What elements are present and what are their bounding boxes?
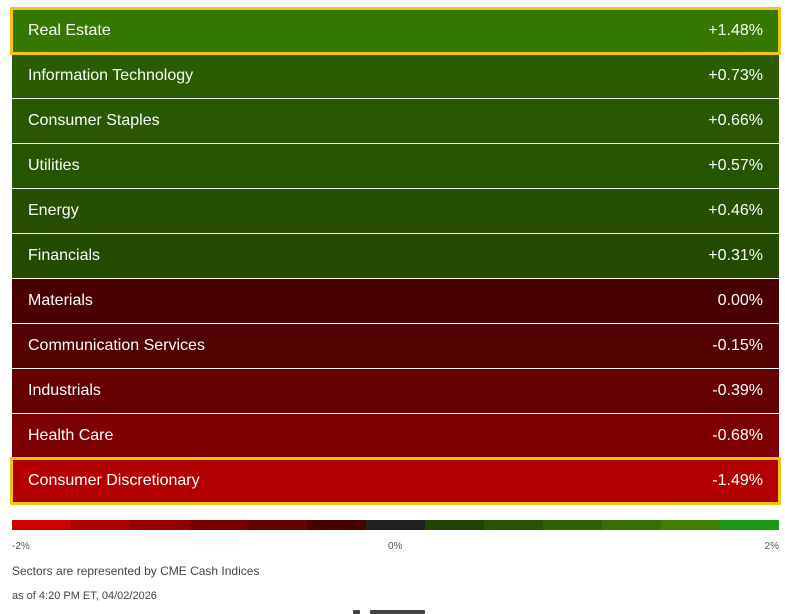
sector-change: +0.31% [708, 247, 763, 264]
sector-change: -0.68% [712, 427, 763, 444]
sector-row[interactable]: Consumer Staples +0.66% [12, 99, 779, 143]
sector-name: Information Technology [28, 67, 194, 84]
sector-row[interactable]: Financials +0.31% [12, 234, 779, 278]
sector-row[interactable]: Communication Services -0.15% [12, 324, 779, 368]
scale-segment [307, 520, 366, 530]
sector-name: Industrials [28, 382, 101, 399]
sector-name: Communication Services [28, 337, 205, 354]
scale-mid-label: 0% [388, 541, 403, 552]
sector-row[interactable]: Health Care -0.68% [12, 414, 779, 458]
scale-segment [720, 520, 779, 530]
sector-name: Health Care [28, 427, 114, 444]
scale-segment [425, 520, 484, 530]
clipped-footer-link[interactable] [350, 607, 440, 614]
scale-segment [248, 520, 307, 530]
timestamp: as of 4:20 PM ET, 04/02/2026 [12, 590, 157, 602]
sector-change: -0.15% [712, 337, 763, 354]
scale-segment [189, 520, 248, 530]
sector-heatmap: Real Estate +1.48% Information Technology +… [10, 7, 781, 505]
scale-segment [602, 520, 661, 530]
scale-segment [661, 520, 720, 530]
color-scale-bar [12, 520, 779, 530]
scale-segment [484, 520, 543, 530]
sector-row[interactable]: Utilities +0.57% [12, 144, 779, 188]
sector-change: +0.46% [708, 202, 763, 219]
sector-change: +0.57% [708, 157, 763, 174]
scale-max-label: 2% [764, 541, 779, 552]
sector-name: Consumer Staples [28, 112, 160, 129]
sector-change: +0.66% [708, 112, 763, 129]
scale-segment [366, 520, 425, 530]
scale-segment [130, 520, 189, 530]
sector-name: Consumer Discretionary [28, 472, 200, 489]
scale-segment [543, 520, 602, 530]
sector-row[interactable]: Energy +0.46% [12, 189, 779, 233]
sector-row[interactable]: Industrials -0.39% [12, 369, 779, 413]
sector-change: -0.39% [712, 382, 763, 399]
sector-name: Real Estate [28, 22, 111, 39]
scale-min-label: -2% [12, 541, 30, 552]
sector-row[interactable]: Consumer Discretionary -1.49% [10, 457, 781, 505]
scale-segment [71, 520, 130, 530]
sector-change: 0.00% [717, 292, 763, 309]
color-scale-labels: -2% 0% 2% [12, 541, 779, 553]
sector-row[interactable]: Materials 0.00% [12, 279, 779, 323]
sector-row[interactable]: Information Technology +0.73% [12, 54, 779, 98]
sector-row[interactable]: Real Estate +1.48% [10, 7, 781, 55]
sector-change: +0.73% [708, 67, 763, 84]
sector-name: Energy [28, 202, 79, 219]
sector-name: Utilities [28, 157, 80, 174]
scale-segment [12, 520, 71, 530]
sector-change: -1.49% [712, 472, 763, 489]
source-note: Sectors are represented by CME Cash Indi… [12, 564, 260, 578]
sector-name: Financials [28, 247, 101, 264]
sector-change: +1.48% [708, 22, 763, 39]
sector-name: Materials [28, 292, 93, 309]
